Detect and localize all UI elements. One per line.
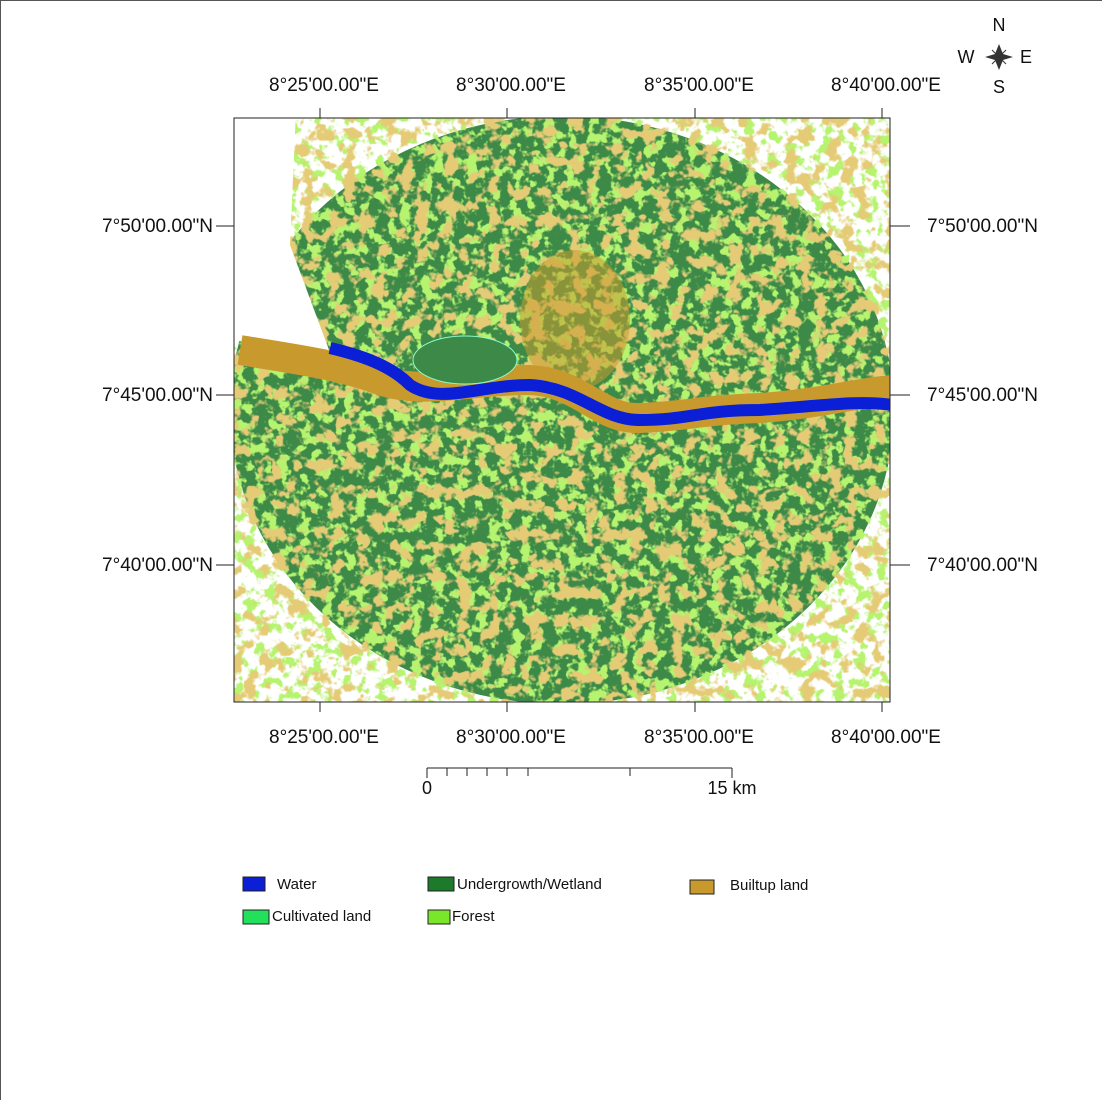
- lon-label: 8°40'00.00"E: [831, 75, 941, 96]
- scale-end: 15 km: [707, 778, 756, 798]
- lon-label: 8°30'00.00"E: [456, 75, 566, 96]
- scale-start: 0: [422, 778, 432, 798]
- lat-label: 7°50'00.00"N: [102, 216, 213, 237]
- land-cover: [230, 110, 895, 704]
- scale-bar: [427, 768, 732, 778]
- lon-label: 8°35'00.00"E: [644, 75, 754, 96]
- legend-label: Water: [277, 876, 316, 893]
- legend-label: Undergrowth/Wetland: [457, 876, 602, 893]
- lon-label: 8°30'00.00"E: [456, 727, 566, 748]
- compass-s: S: [993, 77, 1005, 97]
- legend-swatch: [243, 910, 269, 924]
- legend-swatch: [428, 877, 454, 891]
- map-page: 8°25'00.00"E 8°30'00.00"E 8°35'00.00"E 8…: [0, 0, 1102, 1100]
- lon-label: 8°35'00.00"E: [644, 727, 754, 748]
- compass-n: N: [993, 15, 1006, 35]
- legend-swatch: [428, 910, 450, 924]
- lat-label: 7°45'00.00"N: [102, 385, 213, 406]
- lon-label: 8°25'00.00"E: [269, 75, 379, 96]
- legend-swatch: [690, 880, 714, 894]
- lon-label: 8°25'00.00"E: [269, 727, 379, 748]
- lat-label: 7°40'00.00"N: [927, 555, 1038, 576]
- legend: Water Undergrowth/Wetland Builtup land C…: [243, 876, 808, 925]
- lat-label: 7°50'00.00"N: [927, 216, 1038, 237]
- legend-label: Builtup land: [730, 877, 808, 894]
- legend-label: Cultivated land: [272, 908, 371, 925]
- compass: N S W E: [958, 15, 1033, 97]
- lat-label: 7°45'00.00"N: [927, 385, 1038, 406]
- island: [413, 336, 517, 384]
- lat-label: 7°40'00.00"N: [102, 555, 213, 576]
- legend-label: Forest: [452, 908, 495, 925]
- compass-w: W: [958, 47, 975, 67]
- lon-label: 8°40'00.00"E: [831, 727, 941, 748]
- legend-swatch: [243, 877, 265, 891]
- compass-e: E: [1020, 47, 1032, 67]
